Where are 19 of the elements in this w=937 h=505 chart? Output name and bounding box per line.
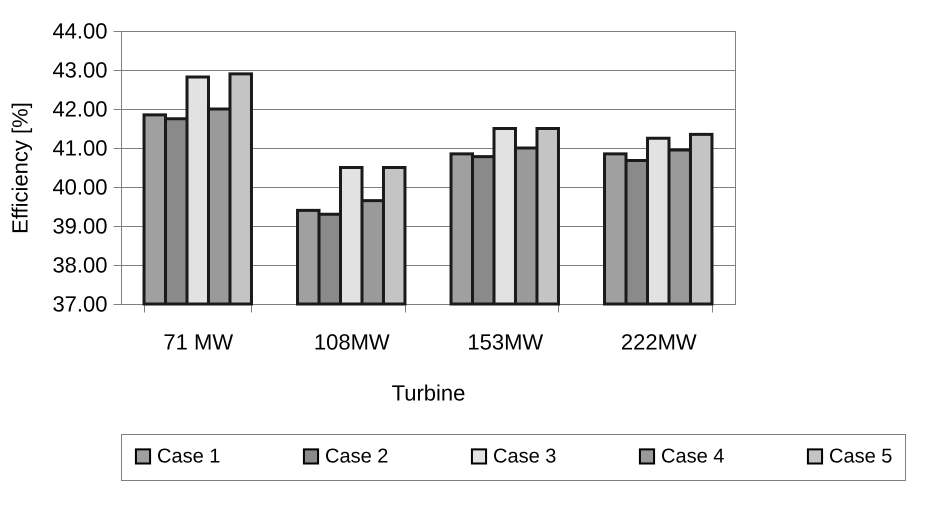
x-tick-label: 153MW <box>467 330 544 354</box>
x-tick-label: 71 MW <box>163 330 234 354</box>
y-tick-label: 40.00 <box>52 174 108 200</box>
legend-label: Case 3 <box>493 445 556 468</box>
legend-label: Case 2 <box>325 445 388 468</box>
x-tick-label: 108MW <box>314 330 390 354</box>
x-axis-title: Turbine <box>392 380 466 406</box>
y-tick-label: 41.00 <box>52 136 108 160</box>
y-tick-label: 42.00 <box>52 96 108 122</box>
legend-label: Case 5 <box>829 445 892 468</box>
y-axis-title: Efficiency [%] <box>7 102 32 234</box>
x-tick-label: 222MW <box>620 330 697 354</box>
y-tick-label: 44.00 <box>52 18 108 44</box>
y-tick-label: 38.00 <box>52 252 108 278</box>
legend-label: Case 1 <box>157 445 220 468</box>
y-tick-label: 43.00 <box>52 58 108 82</box>
legend-label: Case 4 <box>661 445 724 468</box>
y-tick-label: 39.00 <box>52 214 108 238</box>
y-tick-label: 37.00 <box>52 292 108 316</box>
